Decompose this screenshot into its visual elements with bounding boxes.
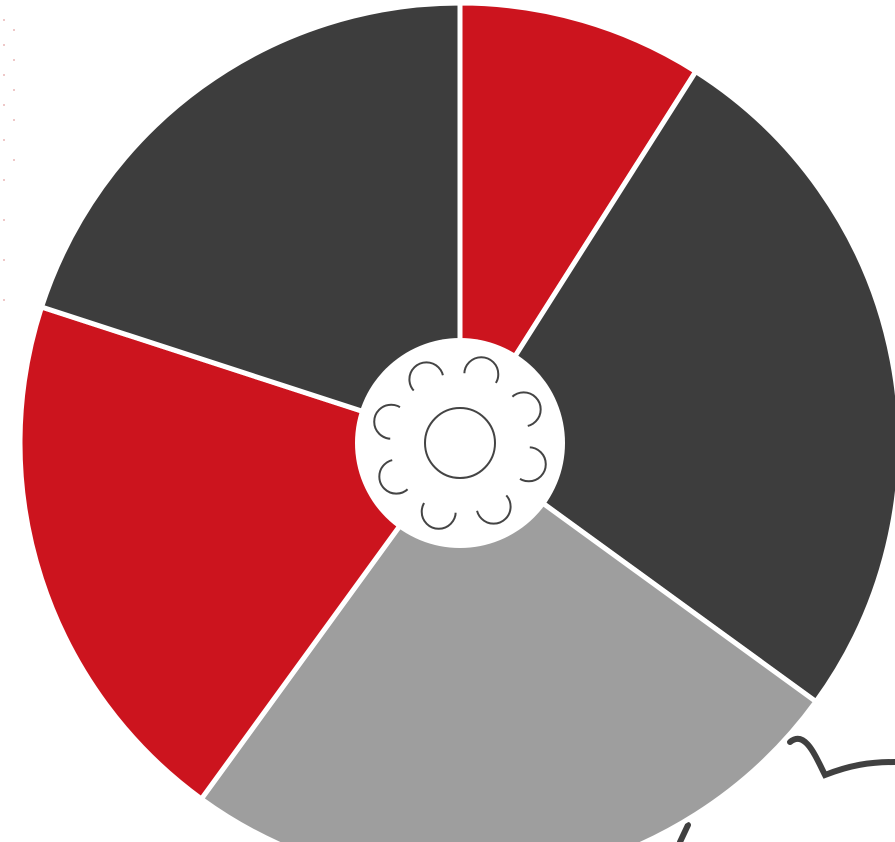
- dot-pattern: [3, 19, 15, 301]
- pie: [17, 0, 895, 842]
- pie-slice: [457, 0, 699, 446]
- cloud-outline: [677, 736, 895, 842]
- gear-icon: [355, 338, 565, 548]
- pie-slice: [198, 440, 819, 842]
- pie-slice: [39, 0, 463, 446]
- pie-slice: [457, 68, 895, 705]
- pie-slice: [17, 304, 463, 802]
